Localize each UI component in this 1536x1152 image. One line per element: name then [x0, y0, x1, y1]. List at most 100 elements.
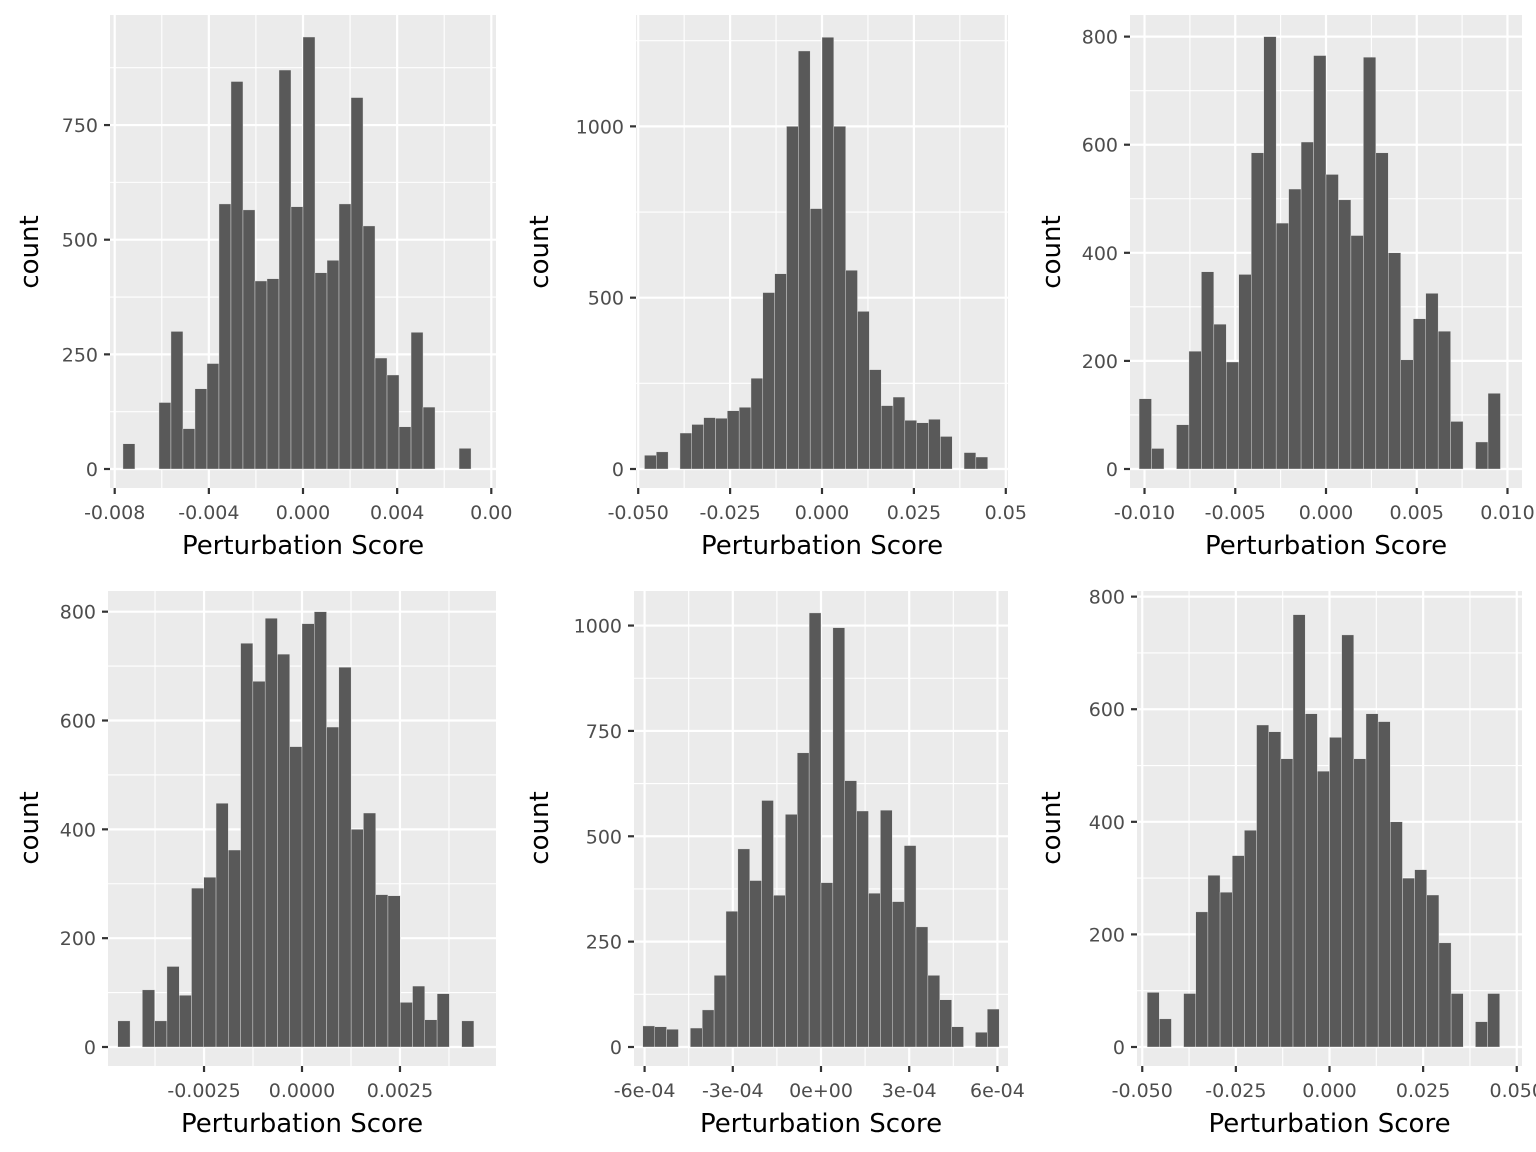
panel-4-bar — [424, 1019, 438, 1048]
panel-1-bar — [242, 209, 256, 470]
panel-2-bar — [869, 369, 882, 470]
panel-2-bar — [774, 273, 787, 470]
panel-5-bar — [702, 1009, 715, 1048]
panel-3-y-axis-title: count — [1037, 215, 1067, 288]
panel-4-bar — [203, 877, 217, 1048]
panel-1-bar — [290, 206, 304, 470]
panel-4-bar — [314, 611, 327, 1048]
panel-1-bar — [362, 225, 376, 470]
panel-5-bar — [749, 880, 762, 1048]
panel-5-bar — [832, 627, 845, 1048]
panel-1-bar — [374, 357, 388, 470]
panel-2-bar — [750, 378, 764, 470]
panel-6-bar — [1256, 724, 1269, 1048]
panel-6-bar — [1304, 713, 1318, 1048]
panel-6-bar — [1365, 713, 1379, 1048]
panel-6-bar — [1402, 877, 1415, 1048]
panel-3-y-tick-label: 200 — [1082, 351, 1118, 373]
panel-3-x-tick-label: -0.005 — [1205, 502, 1266, 524]
panel-6-bar — [1426, 894, 1440, 1048]
panel-5-bar — [892, 901, 905, 1048]
panel-5-bar — [951, 1026, 964, 1048]
panel-4-bar — [289, 746, 303, 1048]
panel-1-y-axis-title: count — [15, 215, 45, 288]
panel-5-bar — [820, 882, 834, 1048]
panel-5-bar — [642, 1025, 655, 1048]
panel-2-bar — [738, 407, 752, 470]
panel-3-bar — [1263, 36, 1277, 470]
panel-3-x-tick-label: -0.010 — [1114, 502, 1175, 524]
panel-2-bar — [940, 436, 953, 470]
panel-2-bar — [916, 422, 929, 470]
panel-3-y-tick-label: 800 — [1082, 27, 1118, 49]
panel-1-y-tick-label: 0 — [86, 459, 98, 481]
panel-1-bar — [410, 332, 424, 470]
panel-6-bar — [1280, 758, 1294, 1048]
panel-5: -6e-04 -3e-04 0e+00 3e-04 6e-04 0 250 500 750 100… — [525, 591, 1025, 1139]
panel-1-y-tick-label: 250 — [62, 344, 98, 366]
panel-2-bar — [845, 270, 858, 470]
panel-3-y-tick-label: 0 — [1106, 459, 1118, 481]
panel-5-bar — [808, 612, 822, 1048]
panel-2-x-tick-label: 0.05 — [985, 502, 1027, 524]
panel-3-bar — [1300, 141, 1314, 470]
panel-3-bar — [1138, 398, 1152, 470]
panel-5-bar — [927, 975, 940, 1048]
panel-4-bar — [338, 666, 352, 1048]
panel-1-bar — [266, 278, 280, 470]
panel-1-bar — [254, 280, 268, 470]
panel-6-bar — [1329, 737, 1342, 1048]
panel-1-bar — [182, 428, 196, 470]
panel-3-bar — [1288, 188, 1302, 470]
panel-6-y-tick-label: 400 — [1089, 812, 1125, 834]
panel-5-bar — [856, 810, 869, 1048]
panel-2-bar — [821, 37, 835, 470]
panel-2-y-tick-label: 1000 — [576, 116, 624, 138]
panel-6-bar — [1377, 721, 1391, 1048]
panel-2-bar — [727, 410, 740, 470]
panel-2-bar — [644, 455, 657, 470]
panel-4-y-tick-label: 600 — [60, 711, 96, 733]
panel-3: -0.010 -0.005 0.000 0.005 0.010 0 200 400 600 800… — [1037, 15, 1535, 561]
panel-3-bar — [1400, 359, 1414, 470]
panel-6-x-tick-label: -0.050 — [1112, 1080, 1173, 1102]
panel-6-bar — [1292, 614, 1306, 1048]
panel-1-y-tick-label: 500 — [62, 230, 98, 252]
panel-6-bar — [1195, 911, 1209, 1048]
panel-3-bar — [1238, 274, 1252, 470]
panel-3-bar — [1475, 441, 1489, 470]
panel-5-bar — [666, 1029, 679, 1048]
panel-5-bar — [737, 848, 750, 1048]
panel-4-bar — [387, 895, 401, 1048]
panel-4-bar — [350, 829, 364, 1048]
panel-3-bar — [1413, 318, 1426, 470]
panel-3-bar — [1313, 55, 1327, 470]
panel-4-bar — [252, 681, 266, 1048]
panel-6-y-tick-label: 0 — [1113, 1037, 1125, 1059]
panel-4-bar — [228, 849, 241, 1048]
panel-6-x-tick-label: 0.050 — [1490, 1080, 1536, 1102]
panel-6-bar — [1475, 1021, 1488, 1048]
panel-5-y-tick-label: 750 — [586, 721, 622, 743]
panel-1-bar — [230, 81, 244, 470]
panel-1-bar — [122, 443, 136, 470]
panel-6-bar — [1159, 1018, 1172, 1048]
panel-5-y-tick-label: 0 — [610, 1037, 622, 1059]
panel-2-bar — [679, 432, 692, 470]
panel-5-bar — [785, 814, 798, 1048]
panel-2-y-tick-label: 0 — [612, 459, 624, 481]
panel-4-bar — [277, 653, 290, 1048]
panel-5-bar — [773, 895, 786, 1048]
panel-2-bar — [809, 208, 823, 470]
panel-1-x-tick-label: 0.004 — [370, 502, 424, 524]
panel-4-bar — [191, 887, 204, 1048]
panel-1-x-axis-title: Perturbation Score — [182, 531, 424, 561]
panel-2-bar — [703, 417, 716, 470]
panel-2-bar — [963, 452, 977, 470]
panel-5-x-axis-title: Perturbation Score — [700, 1109, 942, 1139]
panel-4-bar — [215, 803, 229, 1048]
panel-5-y-axis-title: count — [525, 791, 555, 864]
panel-2-bar — [715, 418, 728, 470]
panel-5-bar — [761, 800, 774, 1048]
